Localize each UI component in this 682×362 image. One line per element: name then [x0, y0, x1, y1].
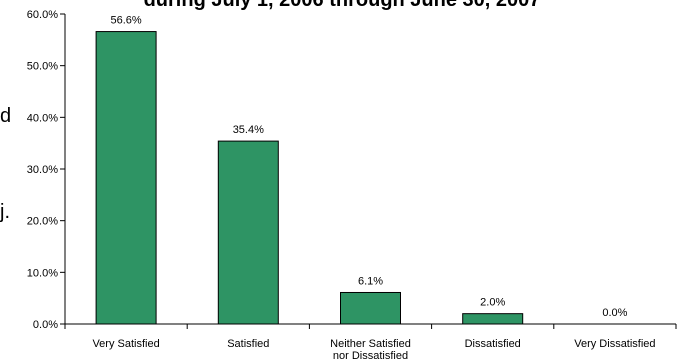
side-text-2: j. — [0, 201, 10, 223]
data-label: 0.0% — [602, 307, 627, 319]
bar — [95, 31, 157, 325]
chart-title: during July 1, 2006 through June 30, 200… — [144, 0, 541, 11]
y-tick-label: 60.0% — [27, 9, 58, 21]
y-axis: 0.0% 10.0% 20.0% 30.0% 40.0% 50.0% 60.0% — [27, 9, 66, 331]
category-label: Very Dissatisfied — [574, 338, 655, 350]
data-label: 35.4% — [233, 124, 264, 136]
category-label: Neither Satisfied — [330, 338, 411, 350]
y-tick-label: 20.0% — [27, 216, 58, 228]
data-label: 2.0% — [480, 297, 505, 309]
category-labels: Very Satisfied Satisfied Neither Satisfied… — [92, 338, 655, 362]
y-tick-label: 10.0% — [27, 267, 58, 279]
y-tick-label: 30.0% — [27, 164, 58, 176]
category-label: Very Satisfied — [92, 338, 159, 350]
data-label: 6.1% — [358, 275, 383, 287]
bars — [95, 31, 524, 325]
bar — [217, 140, 279, 325]
bar — [340, 291, 401, 325]
bar — [462, 313, 524, 325]
category-label: nor Dissatisfied — [333, 350, 408, 362]
side-text-1: d — [0, 105, 11, 127]
y-tick-label: 0.0% — [33, 319, 58, 331]
data-labels: 56.6% 35.4% 6.1% 2.0% 0.0% — [110, 15, 627, 319]
y-tick-label: 40.0% — [27, 112, 58, 124]
data-label: 56.6% — [110, 15, 141, 27]
y-tick-label: 50.0% — [27, 61, 58, 73]
category-label: Satisfied — [227, 338, 269, 350]
category-label: Dissatisfied — [465, 338, 521, 350]
x-axis — [64, 323, 677, 329]
